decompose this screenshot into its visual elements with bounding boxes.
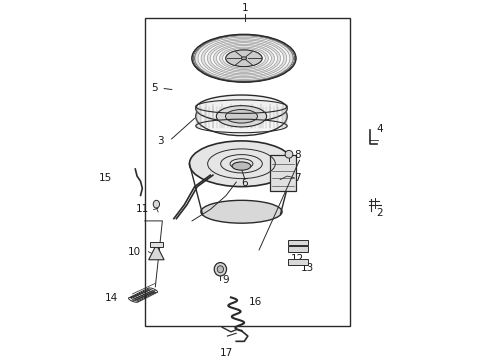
Ellipse shape bbox=[207, 41, 281, 75]
Bar bbox=[150, 242, 163, 247]
Ellipse shape bbox=[217, 105, 267, 127]
Ellipse shape bbox=[217, 266, 223, 273]
Ellipse shape bbox=[153, 200, 160, 208]
Text: 16: 16 bbox=[248, 297, 262, 307]
Text: 10: 10 bbox=[128, 247, 141, 257]
Text: 5: 5 bbox=[151, 83, 158, 93]
Text: 6: 6 bbox=[242, 178, 248, 188]
Ellipse shape bbox=[229, 51, 259, 65]
Ellipse shape bbox=[241, 57, 246, 60]
Text: 8: 8 bbox=[294, 150, 301, 160]
Text: 4: 4 bbox=[377, 124, 384, 134]
Ellipse shape bbox=[217, 46, 271, 71]
Text: 9: 9 bbox=[222, 275, 229, 285]
Text: 11: 11 bbox=[136, 204, 149, 215]
Polygon shape bbox=[148, 245, 164, 260]
Bar bbox=[270, 154, 296, 191]
Ellipse shape bbox=[225, 50, 262, 67]
Text: 17: 17 bbox=[220, 348, 233, 358]
Ellipse shape bbox=[214, 262, 226, 276]
Bar bbox=[288, 240, 308, 246]
Text: 3: 3 bbox=[157, 136, 164, 146]
Bar bbox=[288, 246, 308, 252]
Ellipse shape bbox=[195, 36, 293, 81]
Bar bbox=[145, 18, 350, 325]
Ellipse shape bbox=[210, 43, 278, 74]
Text: 14: 14 bbox=[104, 293, 118, 303]
Text: 7: 7 bbox=[294, 173, 301, 183]
Ellipse shape bbox=[201, 200, 282, 223]
Ellipse shape bbox=[213, 44, 274, 72]
Ellipse shape bbox=[222, 49, 266, 68]
Ellipse shape bbox=[241, 57, 247, 60]
Ellipse shape bbox=[285, 150, 293, 158]
Ellipse shape bbox=[190, 141, 294, 186]
Ellipse shape bbox=[198, 37, 290, 79]
Text: 1: 1 bbox=[242, 3, 248, 13]
Text: 13: 13 bbox=[301, 263, 315, 273]
Ellipse shape bbox=[232, 53, 256, 64]
Ellipse shape bbox=[201, 39, 287, 78]
Text: 12: 12 bbox=[291, 254, 304, 264]
Ellipse shape bbox=[226, 50, 262, 67]
Bar bbox=[288, 260, 308, 265]
Text: 15: 15 bbox=[99, 173, 112, 183]
Text: 2: 2 bbox=[376, 208, 383, 218]
Ellipse shape bbox=[235, 54, 253, 63]
Ellipse shape bbox=[204, 40, 284, 77]
Ellipse shape bbox=[192, 34, 296, 82]
Ellipse shape bbox=[220, 47, 269, 69]
Ellipse shape bbox=[196, 97, 287, 136]
Ellipse shape bbox=[238, 55, 250, 61]
Ellipse shape bbox=[225, 109, 257, 123]
Ellipse shape bbox=[196, 95, 287, 122]
Ellipse shape bbox=[232, 162, 251, 170]
